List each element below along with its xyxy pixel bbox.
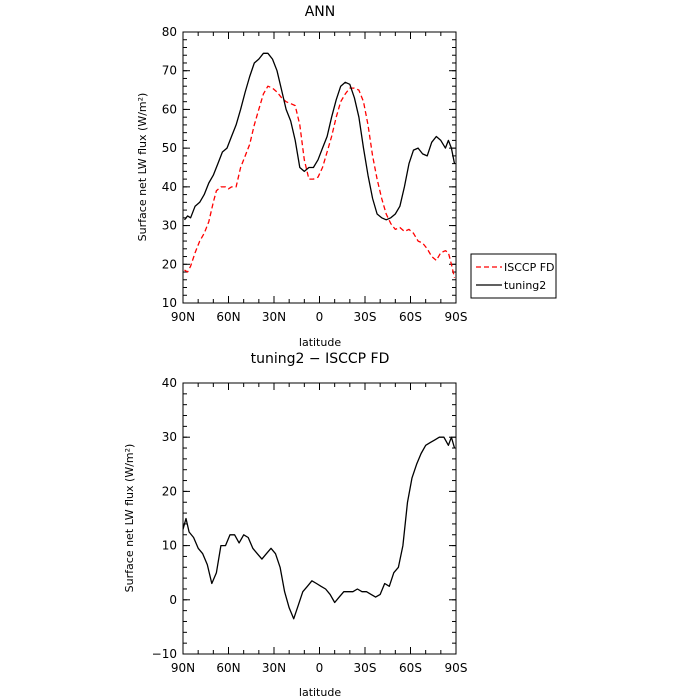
legend-label-tuning2: tuning2 bbox=[504, 279, 546, 292]
top-axis-ticks bbox=[182, 31, 457, 304]
top-x-tick-label: 90N bbox=[171, 310, 195, 324]
top-series-line-tuning2 bbox=[183, 52, 456, 221]
top-x-tick-label: 60N bbox=[216, 310, 240, 324]
top-y-tick-label: 80 bbox=[162, 25, 177, 39]
top-panel: ANN 90N 60N 30N 0 30S 60S 90S 10 20 30 40 50 60 70 80… bbox=[136, 4, 557, 349]
bottom-y-tick-label: 0 bbox=[169, 593, 177, 607]
top-y-axis-label: Surface net LW flux (W/m²) bbox=[136, 93, 149, 242]
bottom-plot-frame bbox=[182, 382, 457, 655]
top-legend: ISCCP FD tuning2 bbox=[470, 253, 557, 299]
top-y-tick-label: 30 bbox=[162, 219, 177, 233]
top-x-tick-label: 60S bbox=[399, 310, 422, 324]
top-x-tick-label: 30N bbox=[262, 310, 286, 324]
top-y-tick-label: 40 bbox=[162, 180, 177, 194]
top-y-tick-label: 60 bbox=[162, 102, 177, 116]
bottom-y-tick-label: 10 bbox=[162, 539, 177, 553]
top-x-tick-label: 90S bbox=[445, 310, 468, 324]
bottom-y-tick-labels: −10 0 10 20 30 40 bbox=[152, 376, 177, 661]
top-y-tick-label: 10 bbox=[162, 296, 177, 310]
top-y-tick-label: 50 bbox=[162, 141, 177, 155]
bottom-y-tick-label: −10 bbox=[152, 647, 177, 661]
top-y-tick-label: 20 bbox=[162, 257, 177, 271]
bottom-x-tick-labels: 90N 60N 30N 0 30S 60S 90S bbox=[171, 661, 468, 675]
bottom-y-axis-label: Surface net LW flux (W/m²) bbox=[123, 444, 136, 593]
bottom-y-tick-label: 30 bbox=[162, 430, 177, 444]
bottom-x-tick-label: 0 bbox=[316, 661, 324, 675]
legend-label-isccp: ISCCP FD bbox=[504, 261, 555, 274]
bottom-x-tick-label: 60S bbox=[399, 661, 422, 675]
bottom-x-tick-label: 30S bbox=[354, 661, 377, 675]
bottom-series-line-difference bbox=[182, 436, 456, 620]
top-plot-frame bbox=[182, 31, 457, 304]
bottom-axis-ticks bbox=[182, 382, 457, 655]
top-x-tick-labels: 90N 60N 30N 0 30S 60S 90S bbox=[171, 310, 468, 324]
top-x-axis-label: latitude bbox=[299, 336, 341, 349]
legend-box bbox=[470, 253, 557, 299]
top-x-tick-label: 0 bbox=[316, 310, 324, 324]
top-x-tick-label: 30S bbox=[354, 310, 377, 324]
bottom-y-tick-label: 40 bbox=[162, 376, 177, 390]
top-chart-title: ANN bbox=[305, 4, 336, 20]
bottom-y-tick-label: 20 bbox=[162, 484, 177, 498]
bottom-x-tick-label: 30N bbox=[262, 661, 286, 675]
top-y-tick-label: 70 bbox=[162, 64, 177, 78]
bottom-series-lines bbox=[182, 436, 456, 620]
bottom-x-tick-label: 90S bbox=[445, 661, 468, 675]
top-y-tick-labels: 10 20 30 40 50 60 70 80 bbox=[162, 25, 177, 310]
bottom-chart-title: tuning2 − ISCCP FD bbox=[251, 351, 390, 367]
bottom-x-tick-label: 90N bbox=[171, 661, 195, 675]
bottom-panel: tuning2 − ISCCP FD 90N 60N 30N 0 30S 60S 90S −… bbox=[123, 351, 467, 699]
bottom-x-tick-label: 60N bbox=[216, 661, 240, 675]
top-series-lines bbox=[183, 52, 456, 278]
top-series-line-isccp-fd bbox=[184, 85, 456, 278]
bottom-x-axis-label: latitude bbox=[299, 686, 341, 699]
